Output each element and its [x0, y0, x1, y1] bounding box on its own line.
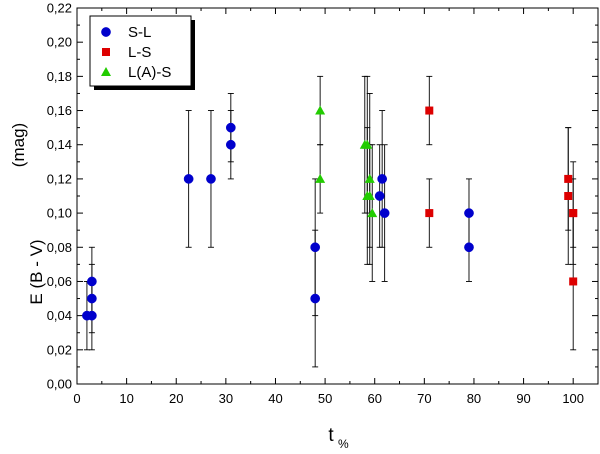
circle-data-point [310, 293, 321, 304]
triangle-data-point [315, 173, 326, 183]
circle-data-point [374, 191, 385, 201]
circle-data-point [225, 122, 236, 133]
square-data-point [425, 106, 434, 115]
y-tick-label: 0,00 [47, 377, 72, 392]
data-points [82, 75, 578, 368]
x-tick-label: 30 [219, 391, 233, 406]
y-tick-label: 0,12 [47, 171, 72, 186]
legend-label: L(A)-S [128, 64, 171, 81]
x-tick-label: 90 [516, 391, 530, 406]
y-axis-unit: (mag) [9, 123, 28, 167]
triangle-data-point [362, 139, 373, 149]
x-tick-label: 20 [169, 391, 183, 406]
x-tick-label: 70 [417, 391, 431, 406]
y-axis-title: E (B - V) [27, 239, 46, 304]
y-tick-label: 0,06 [47, 274, 72, 289]
x-tick-label: 0 [73, 391, 80, 406]
circle-data-point [87, 310, 97, 321]
circle-data-point [310, 242, 321, 253]
y-tick-label: 0,08 [47, 240, 72, 255]
y-tick-label: 0,18 [47, 69, 72, 84]
x-tick-label: 40 [268, 391, 282, 406]
legend-label: S-L [128, 24, 151, 41]
legend-triangle-icon [101, 67, 111, 76]
y-tick-label: 0,20 [47, 35, 72, 50]
y-tick-label: 0,10 [47, 206, 72, 221]
x-tick-label: 10 [119, 391, 133, 406]
circle-data-point [87, 276, 97, 287]
circle-data-point [464, 208, 474, 218]
x-tick-label: 60 [367, 391, 381, 406]
square-data-point [564, 192, 573, 200]
x-tick-label: 50 [318, 391, 332, 406]
triangle-data-point [367, 208, 378, 218]
x-tick-label: 80 [467, 391, 481, 406]
circle-data-point [464, 242, 474, 253]
x-axis-title-subscript: % [338, 437, 349, 451]
square-data-point [569, 277, 578, 286]
legend-circle-icon [101, 27, 111, 37]
axis-titles: t % E (B - V) (mag) [9, 123, 349, 451]
circle-data-point [87, 293, 97, 304]
circle-data-point [183, 174, 194, 184]
square-data-point [425, 209, 434, 218]
y-tick-label: 0,16 [47, 103, 72, 118]
y-tick-label: 0,14 [47, 137, 72, 152]
y-tick-label: 0,04 [47, 308, 72, 323]
y-tick-label: 0,02 [47, 342, 72, 357]
triangle-data-point [315, 105, 326, 115]
legend-square-icon [102, 48, 110, 56]
x-axis-title: t [328, 425, 334, 446]
square-data-point [569, 209, 578, 218]
legend: S-L L-S L(A)-S [89, 15, 195, 90]
circle-data-point [206, 174, 216, 184]
x-axis: 0 10 20 30 40 50 60 70 80 90 100 [73, 8, 599, 406]
y-tick-label: 0,22 [47, 1, 72, 16]
triangle-data-point [364, 191, 375, 200]
square-data-point [564, 174, 573, 183]
circle-data-point [377, 174, 388, 184]
x-tick-label: 100 [562, 391, 584, 406]
triangle-data-point [364, 173, 375, 183]
circle-data-point [225, 139, 236, 150]
circle-data-point [379, 208, 390, 218]
legend-label: L-S [128, 44, 151, 61]
y-axis: 0,00 0,02 0,04 0,06 0,08 0,10 0,12 0,14 0,16 0,18… [47, 1, 598, 392]
